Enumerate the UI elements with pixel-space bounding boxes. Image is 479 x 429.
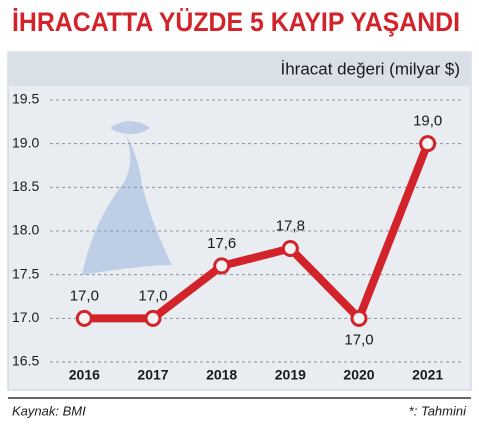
x-tick-label: 2017 bbox=[137, 367, 168, 383]
chart-subtitle: İhracat değeri (milyar $) bbox=[280, 59, 460, 78]
x-tick-label: 2020 bbox=[343, 367, 374, 383]
data-label: 17,6 bbox=[207, 235, 236, 252]
y-tick-label: 19.0 bbox=[12, 134, 39, 150]
y-tick-label: 18.5 bbox=[12, 178, 39, 194]
data-point bbox=[213, 257, 231, 275]
data-label: 17,0 bbox=[344, 331, 373, 348]
x-tick-label: 2021 bbox=[412, 367, 443, 383]
subtitle-band bbox=[8, 52, 471, 86]
data-point bbox=[144, 309, 162, 327]
data-point bbox=[419, 135, 437, 153]
note: *: Tahmini bbox=[409, 403, 467, 418]
data-point bbox=[281, 239, 299, 257]
data-point bbox=[75, 309, 93, 327]
data-label: 19,0 bbox=[413, 113, 442, 130]
x-tick-label: 2018 bbox=[206, 367, 237, 383]
y-tick-label: 18.0 bbox=[12, 222, 39, 238]
x-tick-label: 2016 bbox=[69, 367, 100, 383]
data-label: 17,0 bbox=[70, 287, 99, 304]
data-label: 17,0 bbox=[138, 287, 167, 304]
decor-silhouette bbox=[82, 121, 172, 275]
data-point bbox=[350, 309, 368, 327]
x-tick-label: 2019 bbox=[275, 367, 306, 383]
y-tick-label: 17.0 bbox=[12, 309, 39, 325]
chart-title: İHRACATTA YÜZDE 5 KAYIP YAŞANDI bbox=[12, 7, 460, 37]
y-tick-label: 17.5 bbox=[12, 265, 39, 281]
data-label: 17,8 bbox=[276, 217, 305, 234]
source: Kaynak: BMI bbox=[12, 403, 86, 418]
data-line bbox=[84, 142, 432, 323]
y-tick-label: 16.5 bbox=[12, 353, 39, 369]
y-tick-label: 19.5 bbox=[12, 91, 39, 107]
